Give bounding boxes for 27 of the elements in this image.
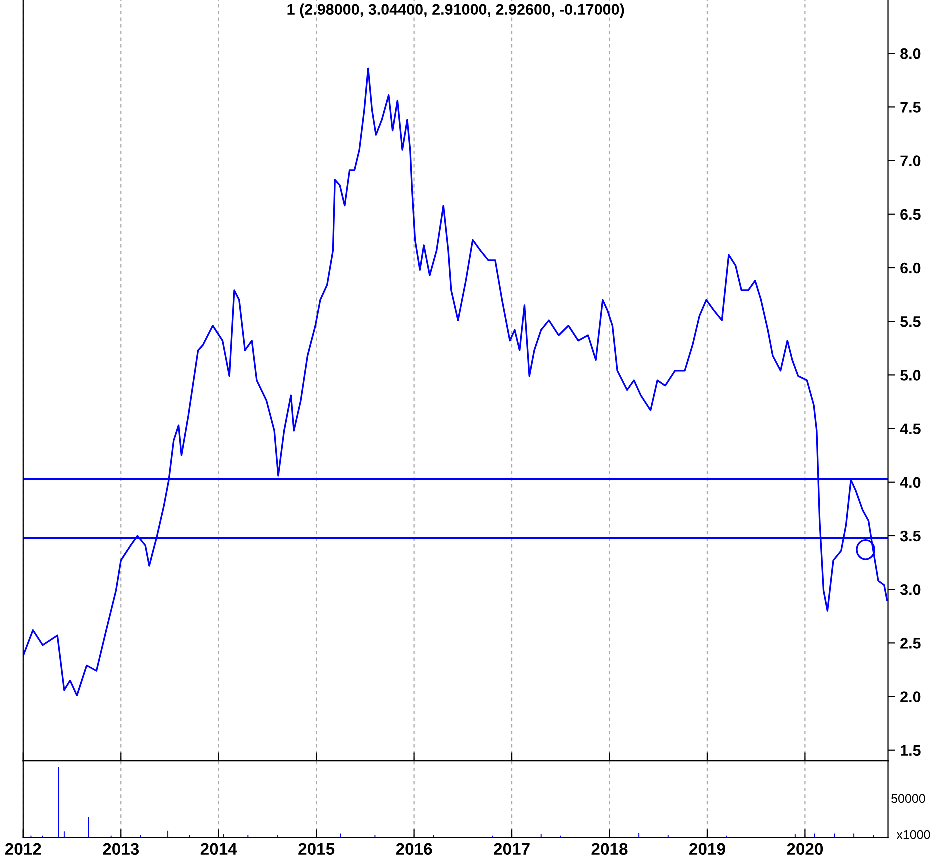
y-tick-label: 6.0 <box>900 262 921 274</box>
x-tick-label: 2014 <box>200 843 238 856</box>
x-tick-label: 2017 <box>494 843 530 856</box>
x-tick-label: 2016 <box>396 843 432 856</box>
y-tick-label: 4.5 <box>900 424 921 434</box>
text: x1000 <box>896 830 930 840</box>
y-tick-label: 7.5 <box>900 102 921 113</box>
x-tick-label: 2013 <box>103 843 140 856</box>
chart-title: 1 (2.98000, 3.04400, 2.91000, 2.92600, -0.17000) <box>288 4 624 18</box>
y-tick-label: 1.5 <box>901 745 921 756</box>
y-tick-label: 8.0 <box>900 48 921 60</box>
x-tick-label: 2018 <box>592 843 628 856</box>
y-tick-label: 5.0 <box>900 370 921 381</box>
y-tick-label: 6.5 <box>900 209 921 220</box>
y-tick-label: 3.5 <box>900 530 921 542</box>
y-tick-label: 7.0 <box>900 156 921 166</box>
y-tick-label: 3.0 <box>900 584 921 596</box>
y-tick-label: 5.5 <box>900 316 921 328</box>
x-tick-label: 2015 <box>298 843 335 856</box>
y-tick-label: 2.0 <box>900 692 921 702</box>
x-tick-label: 2020 <box>787 843 824 856</box>
line-series <box>23 68 888 697</box>
y-tick-label: 4.0 <box>900 477 921 488</box>
text: 50000 <box>892 794 926 804</box>
x-tick-label: 2019 <box>690 843 726 856</box>
y-tick-label: 2.5 <box>900 638 921 649</box>
x-tick-label: 2012 <box>5 843 42 856</box>
